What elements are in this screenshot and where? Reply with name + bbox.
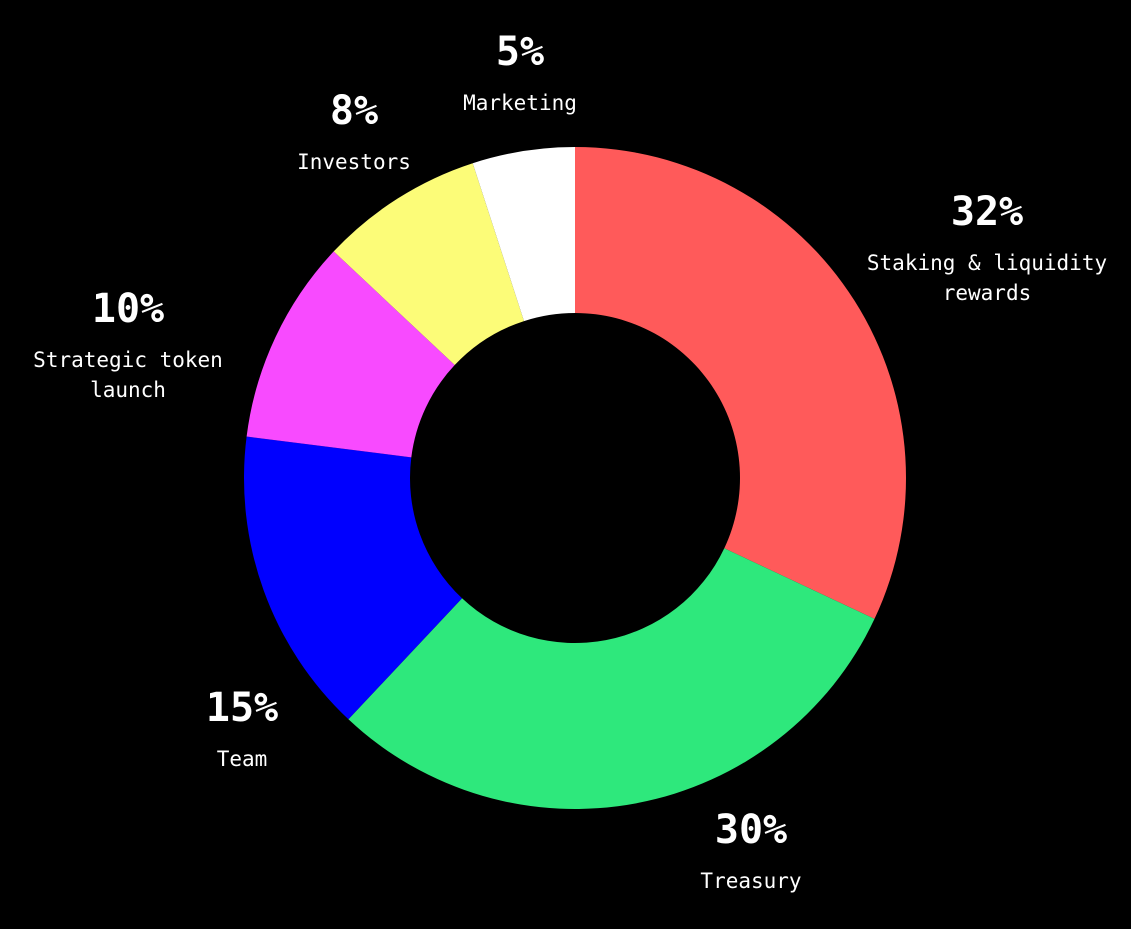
slice-label-staking-and-liquidity-rewards-line-2: rewards <box>943 281 1032 305</box>
slice-treasury <box>348 548 875 809</box>
slice-investors <box>333 163 525 366</box>
donut-slices <box>244 147 906 809</box>
slice-percent-treasury: 30% <box>715 807 787 853</box>
slice-staking-and-liquidity-rewards <box>575 147 906 619</box>
slice-label-team: Team <box>217 747 268 771</box>
slice-label-marketing: Marketing <box>463 91 577 115</box>
slice-team <box>244 436 463 720</box>
slice-label-strategic-token-launch-line-2: launch <box>90 378 166 402</box>
slice-percent-team: 15% <box>206 685 278 731</box>
slice-percent-investors: 8% <box>330 88 378 134</box>
slice-label-strategic-token-launch-line-1: Strategic token <box>33 348 223 372</box>
slice-label-treasury: Treasury <box>700 869 801 893</box>
slice-strategic-token-launch <box>246 251 455 458</box>
slice-percent-strategic-token-launch: 10% <box>92 286 164 332</box>
slice-percent-staking-and-liquidity-rewards: 32% <box>951 189 1023 235</box>
slice-label-staking-and-liquidity-rewards-line-1: Staking & liquidity <box>867 251 1107 275</box>
slice-label-investors: Investors <box>297 150 411 174</box>
slice-percent-marketing: 5% <box>496 29 544 75</box>
slice-marketing <box>472 147 575 322</box>
slice-labels: 32% Staking & liquidity rewards 30% Treasury… <box>33 29 1107 893</box>
